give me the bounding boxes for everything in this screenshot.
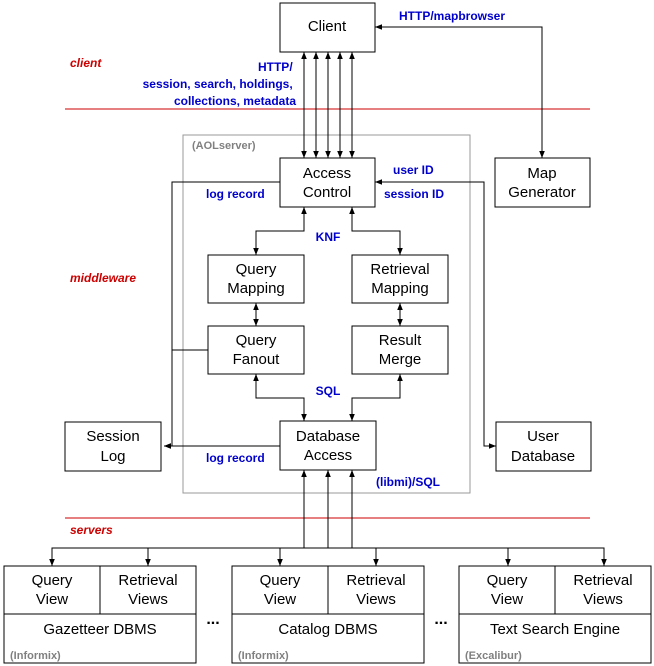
tier-label-servers: servers xyxy=(70,523,113,537)
server-vendor: (Excalibur) xyxy=(465,650,522,662)
svg-text:Access: Access xyxy=(304,447,352,464)
svg-text:Views: Views xyxy=(583,591,623,608)
session-log-box: Session Log xyxy=(64,421,162,472)
server-gazetteer: Query View Retrieval Views Gazetteer DBM… xyxy=(3,565,197,664)
server-vendor: (Informix) xyxy=(10,650,61,662)
svg-text:User: User xyxy=(527,428,559,445)
svg-text:View: View xyxy=(491,591,523,608)
svg-text:Query: Query xyxy=(236,261,277,278)
database-access-box: Database Access xyxy=(279,420,377,471)
libmi-sql-label: (libmi)/SQL xyxy=(376,475,440,489)
server-name: Gazetteer DBMS xyxy=(43,621,156,638)
svg-text:Views: Views xyxy=(128,591,168,608)
svg-text:Control: Control xyxy=(303,184,351,201)
client-box: Client xyxy=(279,2,376,53)
svg-text:Mapping: Mapping xyxy=(371,280,429,297)
svg-text:View: View xyxy=(264,591,296,608)
server-name: Catalog DBMS xyxy=(278,621,377,638)
server-text-search: Query View Retrieval Views Text Search E… xyxy=(458,565,652,664)
server-name: Text Search Engine xyxy=(490,621,620,638)
retrieval-views-label: Retrieval xyxy=(573,572,632,589)
server-catalog: Query View Retrieval Views Catalog DBMS … xyxy=(231,565,425,664)
http-label: HTTP/ session, search, holdings, collect… xyxy=(143,60,297,108)
query-mapping-box: Query Mapping xyxy=(207,254,305,304)
query-view-label: Query xyxy=(487,572,528,589)
dbaccess-servers-connectors xyxy=(49,470,607,566)
user-id-label: user ID xyxy=(393,163,434,177)
svg-text:Mapping: Mapping xyxy=(227,280,285,297)
server-vendor: (Informix) xyxy=(238,650,289,662)
log-record-label-2: log record xyxy=(206,451,265,465)
retrieval-views-label: Retrieval xyxy=(118,572,177,589)
query-fanout-box: Query Fanout xyxy=(207,325,305,375)
knf-label: KNF xyxy=(316,230,341,244)
svg-text:Retrieval: Retrieval xyxy=(370,261,429,278)
sql-label: SQL xyxy=(316,384,341,398)
tier-label-client: client xyxy=(70,56,102,70)
access-log-connector xyxy=(164,181,280,449)
ellipsis-1: ... xyxy=(206,611,219,628)
userdb-access-connector xyxy=(375,179,496,449)
result-merge-box: Result Merge xyxy=(351,325,449,375)
http-mapbrowser-label: HTTP/mapbrowser xyxy=(399,9,505,23)
merge-dbaccess-connector xyxy=(349,374,403,421)
svg-text:Fanout: Fanout xyxy=(233,351,281,368)
map-generator-box: Map Generator xyxy=(494,157,591,208)
access-retrievalmapping-connector xyxy=(349,207,403,255)
session-id-label: session ID xyxy=(384,187,444,201)
svg-text:Access: Access xyxy=(303,165,351,182)
svg-text:Merge: Merge xyxy=(379,351,422,368)
query-view-label: Query xyxy=(32,572,73,589)
access-querymapping-connector xyxy=(253,207,307,255)
query-view-label: Query xyxy=(260,572,301,589)
svg-text:Generator: Generator xyxy=(508,184,576,201)
client-access-connectors xyxy=(301,52,355,158)
retrieval-views-label: Retrieval xyxy=(346,572,405,589)
svg-text:Database: Database xyxy=(296,428,360,445)
svg-text:Log: Log xyxy=(100,448,125,465)
retrieval-mapping-box: Retrieval Mapping xyxy=(351,254,449,304)
tier-label-middleware: middleware xyxy=(70,271,136,285)
fanout-dbaccess-connector xyxy=(253,374,307,421)
access-control-box: Access Control xyxy=(279,157,376,208)
svg-text:Query: Query xyxy=(236,332,277,349)
client-label: Client xyxy=(308,18,347,35)
svg-text:Database: Database xyxy=(511,448,575,465)
svg-text:Session: Session xyxy=(86,428,139,445)
svg-text:View: View xyxy=(36,591,68,608)
ellipsis-2: ... xyxy=(434,611,447,628)
aolserver-label: (AOLserver) xyxy=(192,140,256,152)
client-mapgen-connector xyxy=(375,24,545,158)
svg-text:Views: Views xyxy=(356,591,396,608)
log-record-label-1: log record xyxy=(206,187,265,201)
svg-text:Map: Map xyxy=(527,165,556,182)
svg-text:Result: Result xyxy=(379,332,422,349)
user-database-box: User Database xyxy=(495,421,592,472)
